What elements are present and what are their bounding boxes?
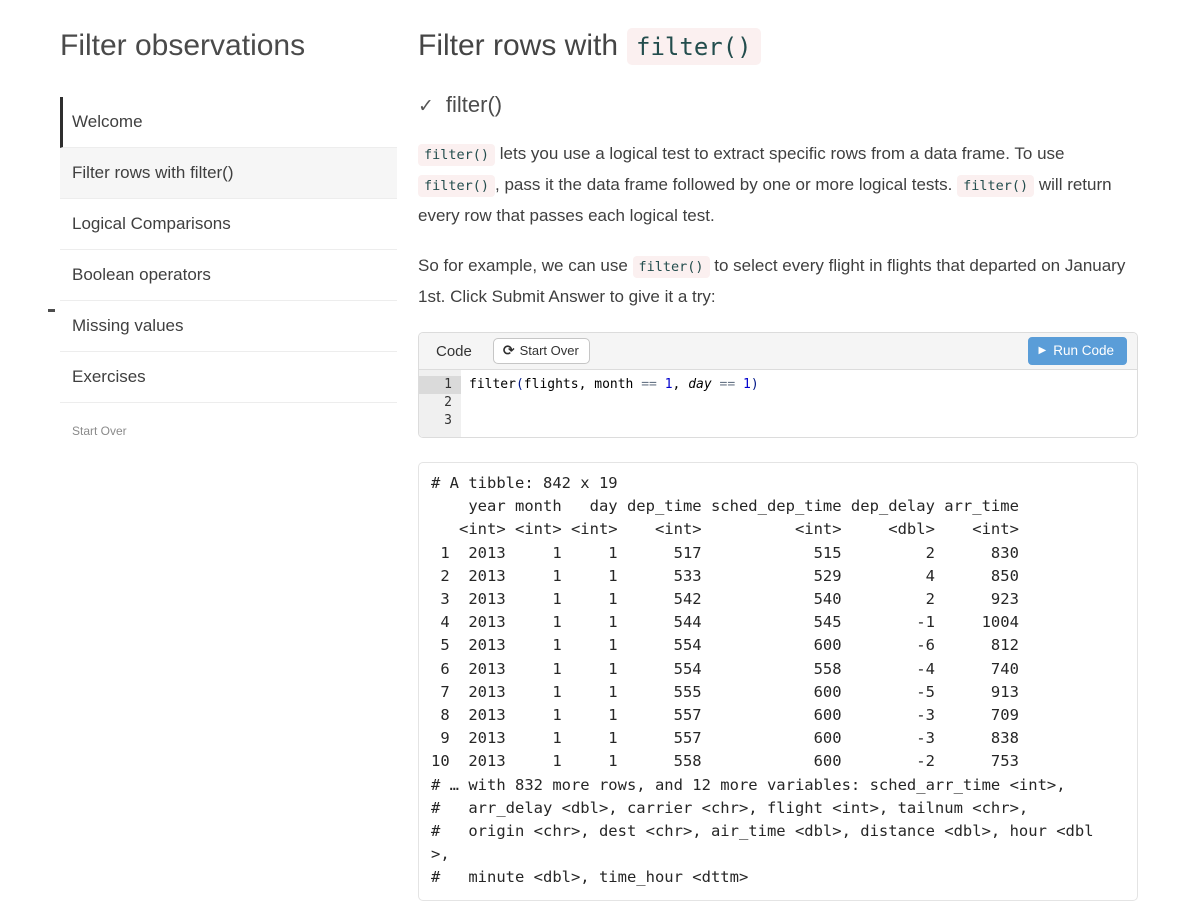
inline-code-chip: filter() [632, 256, 710, 278]
editor-code-line [469, 412, 1129, 430]
code-token: , [578, 377, 595, 392]
section-heading-label: filter() [445, 92, 503, 117]
sidebar: Filter observations Welcome Filter rows w… [48, 28, 397, 438]
sidebar-start-over-link[interactable]: Start Over [72, 424, 127, 438]
paragraph: filter() lets you use a logical test to … [418, 139, 1138, 230]
line-number: 3 [444, 413, 452, 428]
code-token: == [641, 377, 665, 392]
code-token: day [688, 377, 720, 392]
code-token: filter [469, 377, 516, 392]
paragraph-text: lets you use a logical test to extract s… [495, 144, 1065, 163]
line-number: 2 [444, 395, 452, 410]
code-token: month [594, 377, 642, 392]
tutorial-title: Filter observations [60, 29, 306, 62]
toc-progress-tick [48, 309, 55, 312]
page-title: Filter rows with filter() [418, 26, 1138, 67]
page-title-code-chip: filter() [627, 28, 761, 65]
code-token: 1 [742, 377, 751, 392]
start-over-button[interactable]: ⟳ Start Over [492, 338, 590, 364]
run-code-button[interactable]: ▶ Run Code [1027, 337, 1127, 365]
page-title-text: Filter rows with [418, 29, 619, 62]
editor-code-area[interactable]: filter(flights, month == 1, day == 1) [461, 370, 1137, 437]
inline-code-chip: filter() [418, 175, 496, 197]
inline-code-chip: filter() [957, 175, 1035, 197]
code-token: , [672, 377, 689, 392]
paragraph-text: will return every row that passes each l… [418, 175, 1112, 225]
main-content: Filter rows with filter() ✓ filter() filte… [418, 26, 1138, 901]
refresh-icon: ⟳ [502, 342, 515, 358]
table-of-contents: Welcome Filter rows with filter() Logical … [60, 97, 397, 403]
toc-item-filter-rows-with-filter[interactable]: Filter rows with filter() [60, 148, 397, 199]
toc-item-boolean-operators[interactable]: Boolean operators [60, 250, 397, 301]
line-number: 1 [419, 376, 461, 394]
section-heading: ✓ filter() [418, 92, 1138, 118]
code-token: ( [515, 377, 524, 392]
lesson-text: filter() lets you use a logical test to … [418, 139, 1138, 311]
paragraph-text: to select every flight in flights that d… [418, 256, 1126, 306]
code-token: 1 [664, 377, 673, 392]
inline-code-chip: filter() [418, 144, 496, 166]
paragraph-text: , pass it the data frame followed by one… [495, 175, 958, 194]
console-output: # A tibble: 842 x 19 year month day dep_… [431, 474, 1094, 887]
exercise-header: Code ⟳ Start Over ▶ Run Code [419, 333, 1137, 370]
check-icon: ✓ [418, 96, 434, 117]
toc-item-missing-values[interactable]: Missing values [60, 301, 397, 352]
start-over-button-label: Start Over [519, 343, 579, 358]
play-icon: ▶ [1038, 344, 1047, 356]
editor-code-line: filter(flights, month == 1, day == 1) [469, 376, 1129, 394]
output-panel: # A tibble: 842 x 19 year month day dep_… [418, 462, 1138, 901]
code-token: flights [523, 377, 579, 392]
toc-item-welcome[interactable]: Welcome [60, 97, 397, 148]
paragraph-text: So for example, we can use [418, 256, 633, 275]
exercise-panel-label: Code [436, 342, 472, 360]
code-token: == [719, 377, 743, 392]
paragraph: So for example, we can use filter() to s… [418, 251, 1138, 311]
toc-item-logical-comparisons[interactable]: Logical Comparisons [60, 199, 397, 250]
code-token: ) [750, 377, 759, 392]
run-code-button-label: Run Code [1053, 343, 1114, 358]
toc-item-exercises[interactable]: Exercises [60, 352, 397, 403]
editor-code-line [469, 394, 1129, 412]
